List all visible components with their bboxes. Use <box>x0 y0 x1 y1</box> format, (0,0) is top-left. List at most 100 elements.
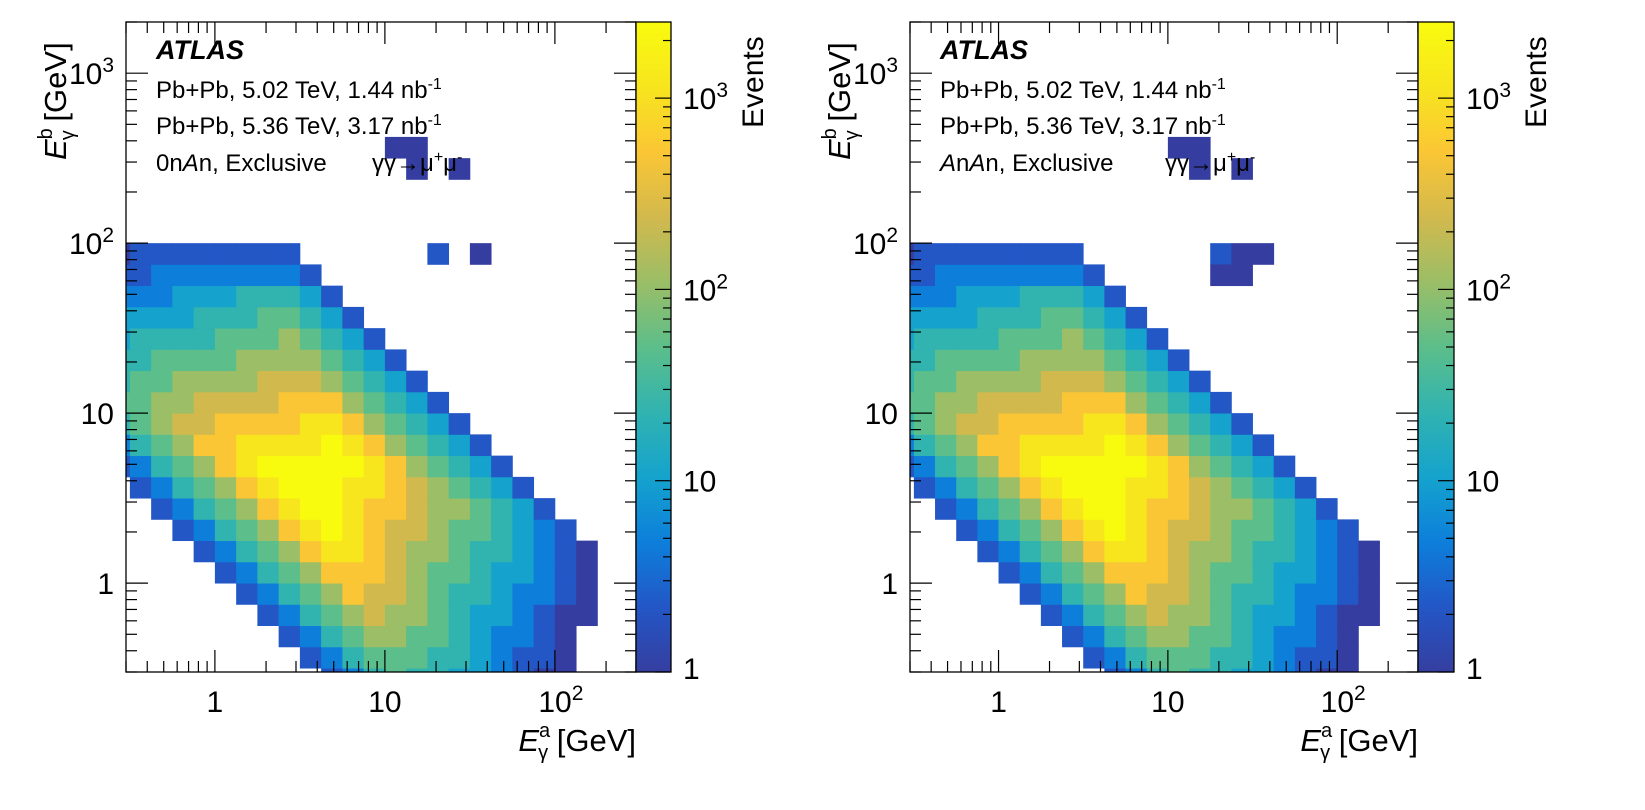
heatmap-cell <box>363 668 386 673</box>
heatmap-cell <box>576 583 598 605</box>
tick-label: 102 <box>538 682 583 719</box>
heatmap-cell <box>512 625 535 648</box>
heatmap-cell <box>1019 455 1042 478</box>
heatmap-cell <box>126 349 131 372</box>
heatmap-cell <box>1167 583 1190 605</box>
heatmap-cell <box>1062 391 1084 414</box>
heatmap-cell <box>1210 646 1232 669</box>
heatmap-cell <box>151 349 173 372</box>
heatmap-cell <box>299 413 322 435</box>
tick-label: 1 <box>683 653 700 686</box>
heatmap-cell <box>257 285 280 308</box>
heatmap-cell <box>956 455 978 478</box>
heatmap-cell <box>512 476 535 499</box>
heatmap-cell <box>1125 413 1148 435</box>
heatmap-cell <box>1062 625 1084 648</box>
heatmap-cell <box>214 243 237 265</box>
heatmap-cell <box>278 306 301 329</box>
heatmap-cell <box>1062 306 1084 329</box>
heatmap-cell <box>1210 498 1232 520</box>
heatmap-cell <box>910 413 915 435</box>
heatmap-cell <box>406 646 428 669</box>
heatmap-cell <box>427 434 450 457</box>
heatmap-cell <box>1019 498 1042 520</box>
heatmap-cell <box>1040 243 1063 265</box>
heatmap-cell <box>151 498 173 520</box>
tick-label: 10 <box>81 398 114 431</box>
heatmap-cell <box>342 519 365 542</box>
heatmap-cell <box>406 455 428 478</box>
heatmap-cell <box>236 498 258 520</box>
left-annotation-line1: Pb+Pb, 5.02 TeV, 1.44 nb-1 <box>156 76 442 104</box>
heatmap-cell <box>1062 540 1084 563</box>
heatmap-cell <box>1104 561 1126 584</box>
heatmap-cell <box>214 306 237 329</box>
heatmap-cell <box>1167 391 1190 414</box>
heatmap-cell <box>1210 434 1232 457</box>
heatmap-cell <box>406 391 428 414</box>
heatmap-cell <box>956 243 978 265</box>
heatmap-cell <box>1062 476 1084 499</box>
heatmap-cell <box>236 476 258 499</box>
heatmap-cell <box>1189 561 1211 584</box>
heatmap-cell <box>151 328 173 350</box>
heatmap-cell <box>935 455 957 478</box>
heatmap-cell <box>1146 498 1169 520</box>
heatmap-cell <box>469 583 492 605</box>
heatmap-cell <box>1231 413 1253 435</box>
heatmap-cell <box>1189 434 1211 457</box>
heatmap-cell <box>299 646 322 669</box>
heatmap-cell <box>129 264 152 287</box>
heatmap-cell <box>1358 540 1380 563</box>
heatmap-cell <box>172 306 195 329</box>
heatmap-cell <box>554 668 577 673</box>
heatmap-cell <box>935 349 957 372</box>
heatmap-cell <box>1062 455 1084 478</box>
heatmap-cell <box>257 243 280 265</box>
heatmap-cell <box>406 498 428 520</box>
heatmap-cell <box>384 498 407 520</box>
heatmap-cell <box>1019 561 1042 584</box>
heatmap-cell <box>236 455 258 478</box>
heatmap-cell <box>342 625 365 648</box>
heatmap-cell <box>236 583 258 605</box>
heatmap-cell <box>1019 413 1042 435</box>
heatmap-cell <box>406 413 428 435</box>
heatmap-cell <box>512 540 535 563</box>
heatmap-cell <box>935 413 957 435</box>
heatmap-cell <box>1189 625 1211 648</box>
heatmap-cell <box>363 476 386 499</box>
heatmap-cell <box>1062 370 1084 393</box>
heatmap-cell <box>1231 625 1253 648</box>
heatmap-cell <box>236 561 258 584</box>
heatmap-cell <box>278 455 301 478</box>
heatmap-cell <box>126 243 131 265</box>
heatmap-cell <box>491 668 513 673</box>
heatmap-cell <box>1125 604 1148 627</box>
heatmap-cell <box>1316 604 1338 627</box>
heatmap-cell <box>1231 455 1253 478</box>
heatmap-cell <box>1125 476 1148 499</box>
heatmap-cell <box>448 646 471 669</box>
heatmap-cell <box>998 328 1021 350</box>
heatmap-cell <box>935 391 957 414</box>
heatmap-cell <box>1210 668 1232 673</box>
heatmap-cell <box>1083 519 1105 542</box>
heatmap-cell <box>278 604 301 627</box>
heatmap-cell <box>1125 646 1148 669</box>
heatmap-cell <box>236 285 258 308</box>
heatmap-cell <box>1040 349 1063 372</box>
heatmap-cell <box>1125 434 1148 457</box>
heatmap-cell <box>913 434 936 457</box>
heatmap-cell <box>427 561 450 584</box>
heatmap-cell <box>214 540 237 563</box>
heatmap-cell <box>1252 646 1275 669</box>
heatmap-cell <box>363 583 386 605</box>
heatmap-cell <box>1167 540 1190 563</box>
heatmap-cell <box>1231 243 1253 265</box>
heatmap-cell <box>910 455 915 478</box>
heatmap-cell <box>1019 264 1042 287</box>
heatmap-cell <box>448 519 471 542</box>
tick-label: 1 <box>881 568 898 601</box>
